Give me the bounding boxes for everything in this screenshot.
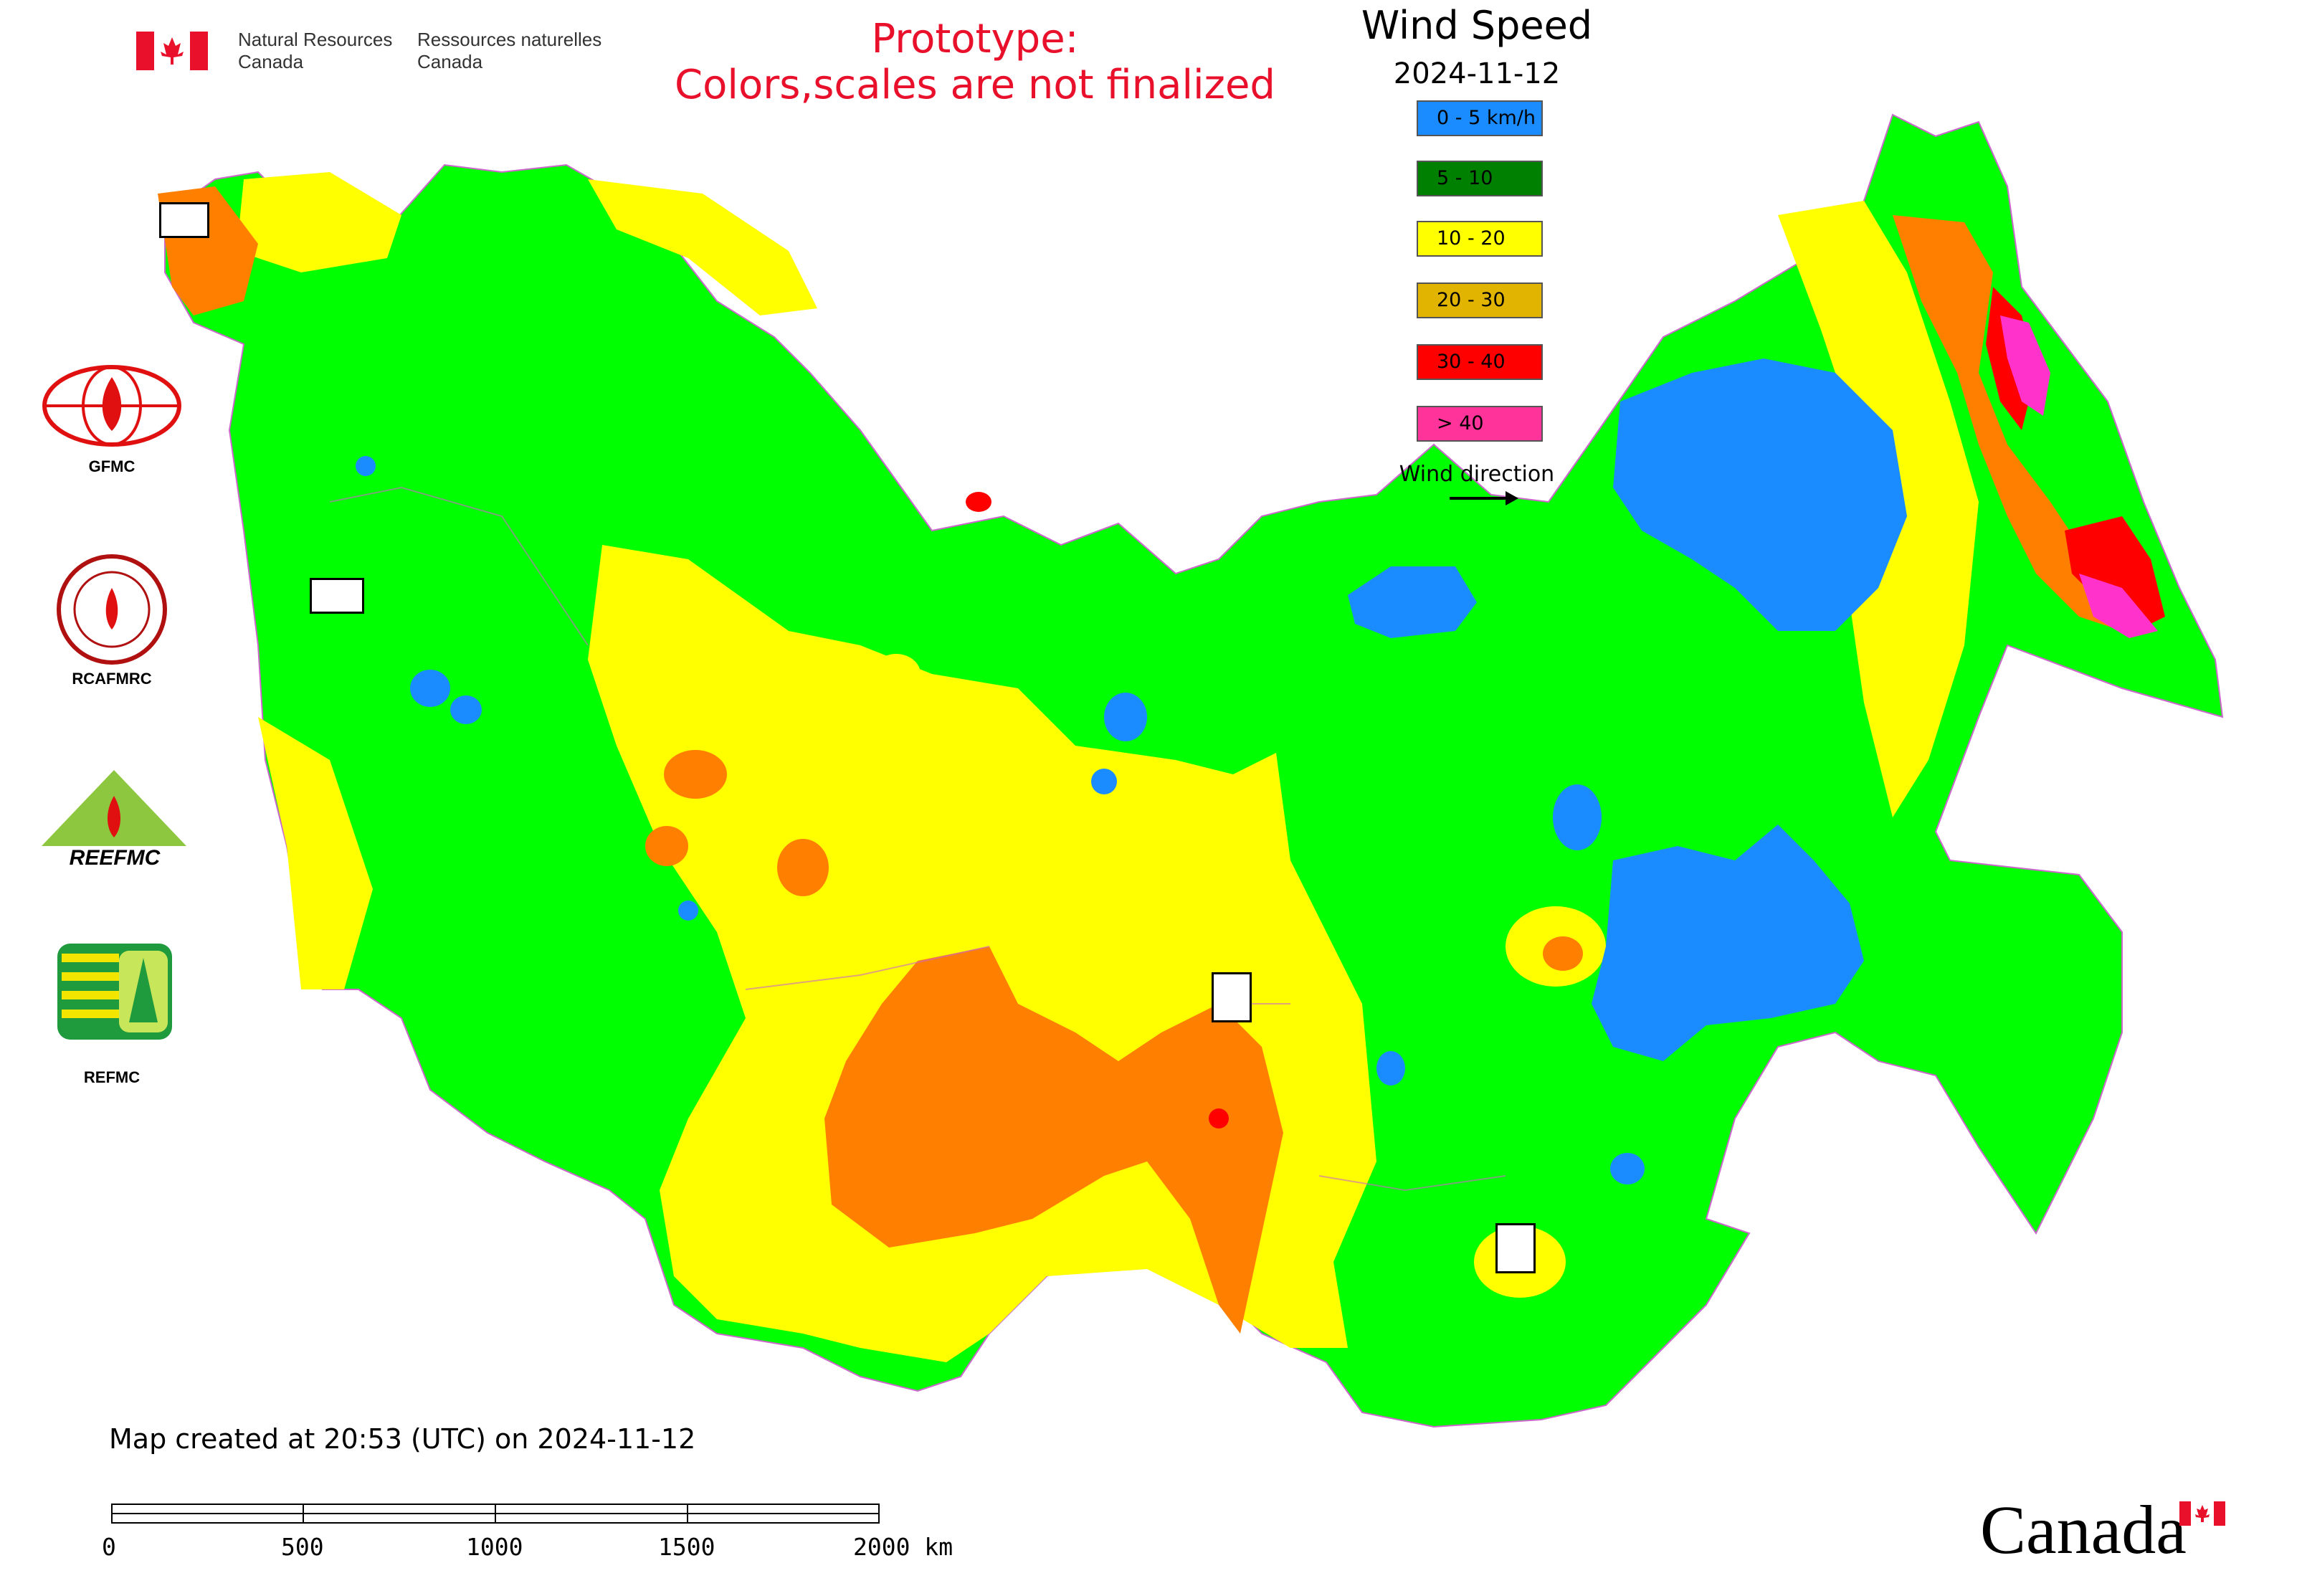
refmc-map-marker xyxy=(1212,972,1252,1022)
org-name-english: Natural Resources Canada xyxy=(238,29,393,72)
moderate-wind-spot xyxy=(872,654,921,694)
strong-wind-spot xyxy=(966,492,991,512)
fresh-wind-spot xyxy=(777,839,829,896)
calm-wind-spot xyxy=(410,670,450,707)
scale-tick-2000: 2000 km xyxy=(853,1533,953,1561)
canada-wordmark: Canada xyxy=(1980,1491,2187,1568)
calm-wind-zone-north xyxy=(1348,566,1477,638)
scale-tick-1000: 1000 xyxy=(466,1533,523,1561)
gfmc-map-marker xyxy=(159,202,209,238)
strong-wind-zone-southeast xyxy=(2065,516,2165,631)
legend-date: 2024-11-12 xyxy=(1393,57,1561,90)
legend-class-5-10: 5 - 10 xyxy=(1417,161,1543,196)
legend-class-30-40: 30 - 40 xyxy=(1417,344,1543,380)
moderate-wind-zone-north-coast xyxy=(588,179,817,315)
refmc-logo-icon xyxy=(57,944,172,1040)
legend-class-20-30: 20 - 30 xyxy=(1417,282,1543,318)
calm-wind-spot xyxy=(1091,769,1117,794)
legend-class-10-20: 10 - 20 xyxy=(1417,221,1543,257)
fresh-wind-spot xyxy=(1543,936,1583,971)
calm-wind-spot xyxy=(1104,693,1147,741)
scale-tick-1500: 1500 xyxy=(658,1533,715,1561)
legend-class-over-40: > 40 xyxy=(1417,406,1543,442)
calm-wind-zone-east xyxy=(1592,825,1864,1061)
calm-wind-spot xyxy=(678,901,698,921)
moderate-wind-zone-northwest xyxy=(237,172,401,272)
legend-class-0-5: 0 - 5 km/h xyxy=(1417,100,1543,136)
rcafmrc-map-marker xyxy=(1495,1223,1536,1273)
reefmc-logo-icon xyxy=(42,770,186,866)
canada-flag-icon xyxy=(136,32,208,70)
region-border xyxy=(329,486,1506,1192)
fresh-wind-zone-kamchatka xyxy=(1893,215,2122,631)
gfmc-logo-icon xyxy=(42,365,181,447)
refmc-label: REFMC xyxy=(83,1068,141,1086)
prototype-heading: Prototype: xyxy=(871,16,1079,62)
scale-bar xyxy=(111,1504,880,1524)
fresh-wind-zone xyxy=(824,946,1283,1334)
calm-wind-spot xyxy=(450,695,482,724)
reefmc-label: REEFMC xyxy=(69,846,161,870)
wind-direction-label: Wind direction xyxy=(1399,462,1555,487)
calm-wind-zone-northeast xyxy=(1613,358,1907,631)
canada-wordmark-flag-icon xyxy=(2179,1501,2225,1526)
extreme-wind-zone-south xyxy=(2079,574,2158,638)
calm-wind-spot xyxy=(356,456,376,476)
calm-wind-spot xyxy=(1553,784,1602,850)
legend-title: Wind Speed xyxy=(1361,3,1593,48)
fresh-wind-spot xyxy=(645,826,688,866)
calm-wind-spot xyxy=(1376,1051,1405,1086)
gfmc-label: GFMC xyxy=(88,457,135,475)
strong-wind-spot xyxy=(1209,1108,1229,1129)
map-created-note: Map created at 20:53 (UTC) on 2024-11-12 xyxy=(109,1423,696,1455)
scale-tick-0: 0 xyxy=(102,1533,116,1561)
wind-direction-arrow-icon xyxy=(1450,491,1518,505)
scale-tick-500: 500 xyxy=(281,1533,324,1561)
reefmc-map-marker xyxy=(310,578,364,614)
calm-wind-spot xyxy=(1610,1153,1645,1184)
fresh-wind-spot xyxy=(664,750,727,799)
org-name-french: Ressources naturelles Canada xyxy=(417,29,602,72)
rcafmrc-logo-icon xyxy=(57,554,167,665)
extreme-wind-zone xyxy=(2000,315,2050,416)
prototype-note: Colors,scales are not finalized xyxy=(675,62,1275,108)
moderate-wind-zone-west xyxy=(258,717,373,989)
rcafmrc-label: RCAFMRC xyxy=(72,670,152,688)
